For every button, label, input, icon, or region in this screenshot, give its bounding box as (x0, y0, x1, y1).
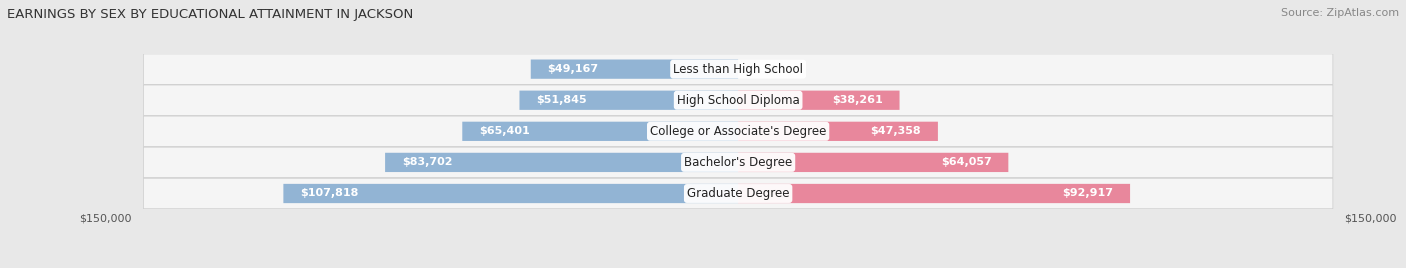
Text: Less than High School: Less than High School (673, 63, 803, 76)
Text: Source: ZipAtlas.com: Source: ZipAtlas.com (1281, 8, 1399, 18)
FancyBboxPatch shape (738, 91, 900, 110)
Text: $51,845: $51,845 (536, 95, 586, 105)
FancyBboxPatch shape (143, 116, 1333, 147)
Text: $107,818: $107,818 (301, 188, 359, 199)
FancyBboxPatch shape (385, 153, 738, 172)
Text: $83,702: $83,702 (402, 157, 453, 168)
Text: $65,401: $65,401 (479, 126, 530, 136)
FancyBboxPatch shape (463, 122, 738, 141)
FancyBboxPatch shape (530, 59, 738, 79)
Text: $38,261: $38,261 (832, 95, 883, 105)
Text: $0: $0 (763, 64, 778, 74)
Text: Graduate Degree: Graduate Degree (688, 187, 789, 200)
FancyBboxPatch shape (143, 54, 1333, 84)
FancyBboxPatch shape (519, 91, 738, 110)
Text: EARNINGS BY SEX BY EDUCATIONAL ATTAINMENT IN JACKSON: EARNINGS BY SEX BY EDUCATIONAL ATTAINMEN… (7, 8, 413, 21)
Text: $92,917: $92,917 (1062, 188, 1114, 199)
FancyBboxPatch shape (143, 178, 1333, 209)
FancyBboxPatch shape (738, 122, 938, 141)
Text: $47,358: $47,358 (870, 126, 921, 136)
FancyBboxPatch shape (738, 184, 1130, 203)
Text: $64,057: $64,057 (941, 157, 991, 168)
Text: High School Diploma: High School Diploma (676, 94, 800, 107)
Text: $49,167: $49,167 (547, 64, 599, 74)
Legend: Male, Female: Male, Female (673, 266, 803, 268)
Text: Bachelor's Degree: Bachelor's Degree (685, 156, 792, 169)
FancyBboxPatch shape (143, 147, 1333, 178)
FancyBboxPatch shape (143, 85, 1333, 116)
FancyBboxPatch shape (284, 184, 738, 203)
FancyBboxPatch shape (738, 153, 1008, 172)
Text: College or Associate's Degree: College or Associate's Degree (650, 125, 827, 138)
